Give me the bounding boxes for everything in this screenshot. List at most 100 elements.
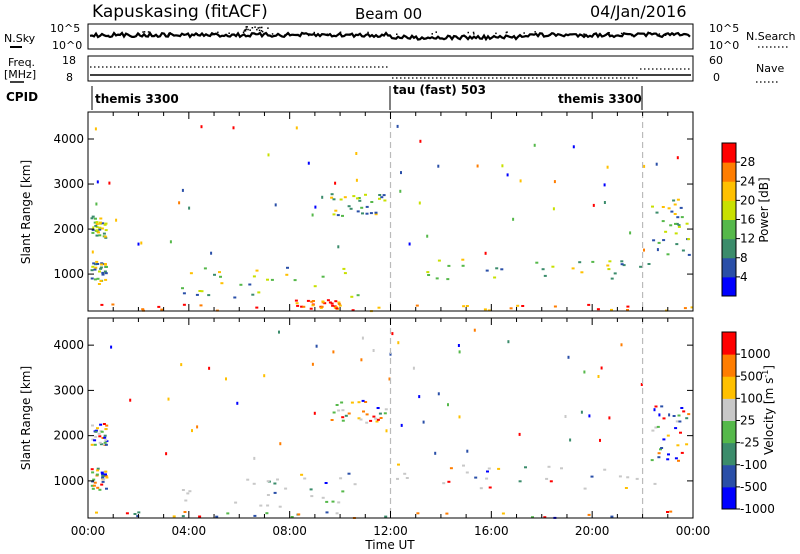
scatter-cell bbox=[677, 459, 680, 462]
scatter-cell bbox=[620, 260, 624, 263]
nsearch-dot bbox=[583, 33, 585, 35]
scatter-cell bbox=[690, 306, 694, 309]
scatter-cell bbox=[669, 510, 673, 513]
scatter-cell bbox=[125, 512, 129, 515]
scatter-cell bbox=[662, 239, 666, 242]
scatter-cell bbox=[376, 407, 380, 409]
scatter-cell bbox=[91, 250, 94, 254]
scatter-cell bbox=[488, 486, 492, 489]
scatter-cell bbox=[182, 303, 186, 306]
scatter-cell bbox=[315, 344, 318, 348]
velocity-scatter bbox=[90, 328, 691, 519]
scatter-cell bbox=[110, 345, 113, 349]
cpid-strip: CPID themis 3300 tau (fast) 503 themis 3… bbox=[6, 83, 643, 110]
nsearch-tick-low: 10^0 bbox=[709, 39, 739, 52]
scatter-cell bbox=[157, 305, 161, 308]
scatter-cell bbox=[518, 432, 521, 436]
scatter-cell bbox=[108, 181, 111, 185]
scatter-cell bbox=[657, 452, 661, 455]
scatter-cell bbox=[629, 231, 632, 235]
velocity-panel: 1000 2000 3000 4000 00:00 04:00 08:00 12:00 16:… bbox=[19, 317, 776, 552]
scatter-cell bbox=[91, 228, 95, 231]
scatter-cell bbox=[343, 196, 347, 199]
scatter-cell bbox=[541, 268, 545, 271]
nsky-trace bbox=[89, 31, 691, 42]
scatter-cell bbox=[140, 241, 143, 245]
scatter-cell bbox=[462, 305, 466, 308]
noise-panel-frame bbox=[87, 23, 694, 50]
scatter-cell bbox=[101, 476, 105, 479]
scatter-cell bbox=[320, 305, 324, 308]
scatter-cell bbox=[553, 180, 556, 184]
scatter-cell bbox=[500, 268, 504, 271]
nsearch-dot bbox=[172, 34, 175, 36]
scatter-cell bbox=[104, 470, 108, 473]
nsearch-dot bbox=[338, 33, 340, 36]
scatter-cell bbox=[104, 443, 108, 446]
scatter-cell bbox=[618, 475, 622, 478]
scatter-cell bbox=[286, 266, 289, 269]
scatter-cell bbox=[104, 278, 108, 281]
nsearch-dot bbox=[149, 34, 151, 36]
colorbar-swatch bbox=[722, 354, 736, 377]
scatter-cell bbox=[571, 267, 575, 270]
scatter-cell bbox=[610, 308, 613, 311]
scatter-cell bbox=[516, 304, 520, 307]
scatter-cell bbox=[263, 374, 266, 378]
nsearch-dot bbox=[258, 29, 261, 32]
colorbar-swatch bbox=[722, 162, 736, 182]
scatter-cell bbox=[198, 515, 202, 518]
nsearch-dot bbox=[313, 31, 315, 34]
scatter-cell bbox=[374, 213, 378, 216]
time-axis-label: Time UT bbox=[364, 538, 415, 552]
scatter-cell bbox=[210, 251, 213, 255]
scatter-cell bbox=[347, 412, 351, 415]
scatter-cell bbox=[302, 305, 306, 308]
scatter-cell bbox=[607, 268, 611, 271]
scatter-cell bbox=[497, 467, 501, 470]
scatter-cell bbox=[96, 263, 100, 265]
scatter-cell bbox=[104, 428, 108, 431]
colorbar-swatch bbox=[722, 486, 736, 510]
scatter-cell bbox=[294, 299, 298, 302]
colorbar-swatch bbox=[722, 464, 736, 488]
scatter-cell bbox=[279, 442, 282, 446]
scatter-cell bbox=[95, 473, 99, 476]
scatter-cell bbox=[680, 407, 684, 409]
scatter-cell bbox=[364, 193, 367, 196]
scatter-cell bbox=[340, 401, 344, 404]
colorbar-swatch bbox=[722, 181, 736, 201]
scatter-cell bbox=[356, 197, 359, 200]
scatter-cell bbox=[379, 417, 383, 419]
x-tick-label: 16:00 bbox=[474, 524, 509, 538]
scatter-cell bbox=[396, 124, 399, 128]
scatter-cell bbox=[656, 248, 659, 252]
scatter-cell bbox=[105, 424, 109, 427]
scatter-cell bbox=[385, 429, 388, 433]
scatter-cell bbox=[388, 377, 391, 381]
scatter-cell bbox=[309, 307, 313, 310]
scatter-cell bbox=[284, 487, 288, 490]
scatter-cell bbox=[337, 409, 341, 412]
scatter-cell bbox=[357, 197, 361, 199]
scatter-cell bbox=[337, 301, 341, 304]
scatter-cell bbox=[178, 201, 181, 205]
scatter-cell bbox=[97, 432, 101, 435]
colorbar-tick-label: 24 bbox=[740, 174, 755, 188]
scatter-cell bbox=[485, 477, 489, 480]
scatter-cell bbox=[608, 416, 611, 420]
scatter-cell bbox=[661, 220, 665, 223]
nsearch-tick-high: 10^5 bbox=[709, 22, 739, 35]
scatter-cell bbox=[687, 413, 691, 416]
scatter-cell bbox=[361, 336, 364, 340]
scatter-cell bbox=[335, 307, 339, 310]
nsearch-dot bbox=[467, 31, 469, 34]
scatter-cell bbox=[365, 212, 369, 215]
scatter-cell bbox=[220, 282, 224, 285]
nsearch-dot bbox=[243, 30, 246, 32]
scatter-cell bbox=[651, 429, 655, 432]
x-tick-label: 08:00 bbox=[272, 524, 307, 538]
scatter-cell bbox=[676, 216, 680, 219]
scatter-cell bbox=[330, 302, 334, 305]
nsearch-dot bbox=[552, 32, 554, 34]
